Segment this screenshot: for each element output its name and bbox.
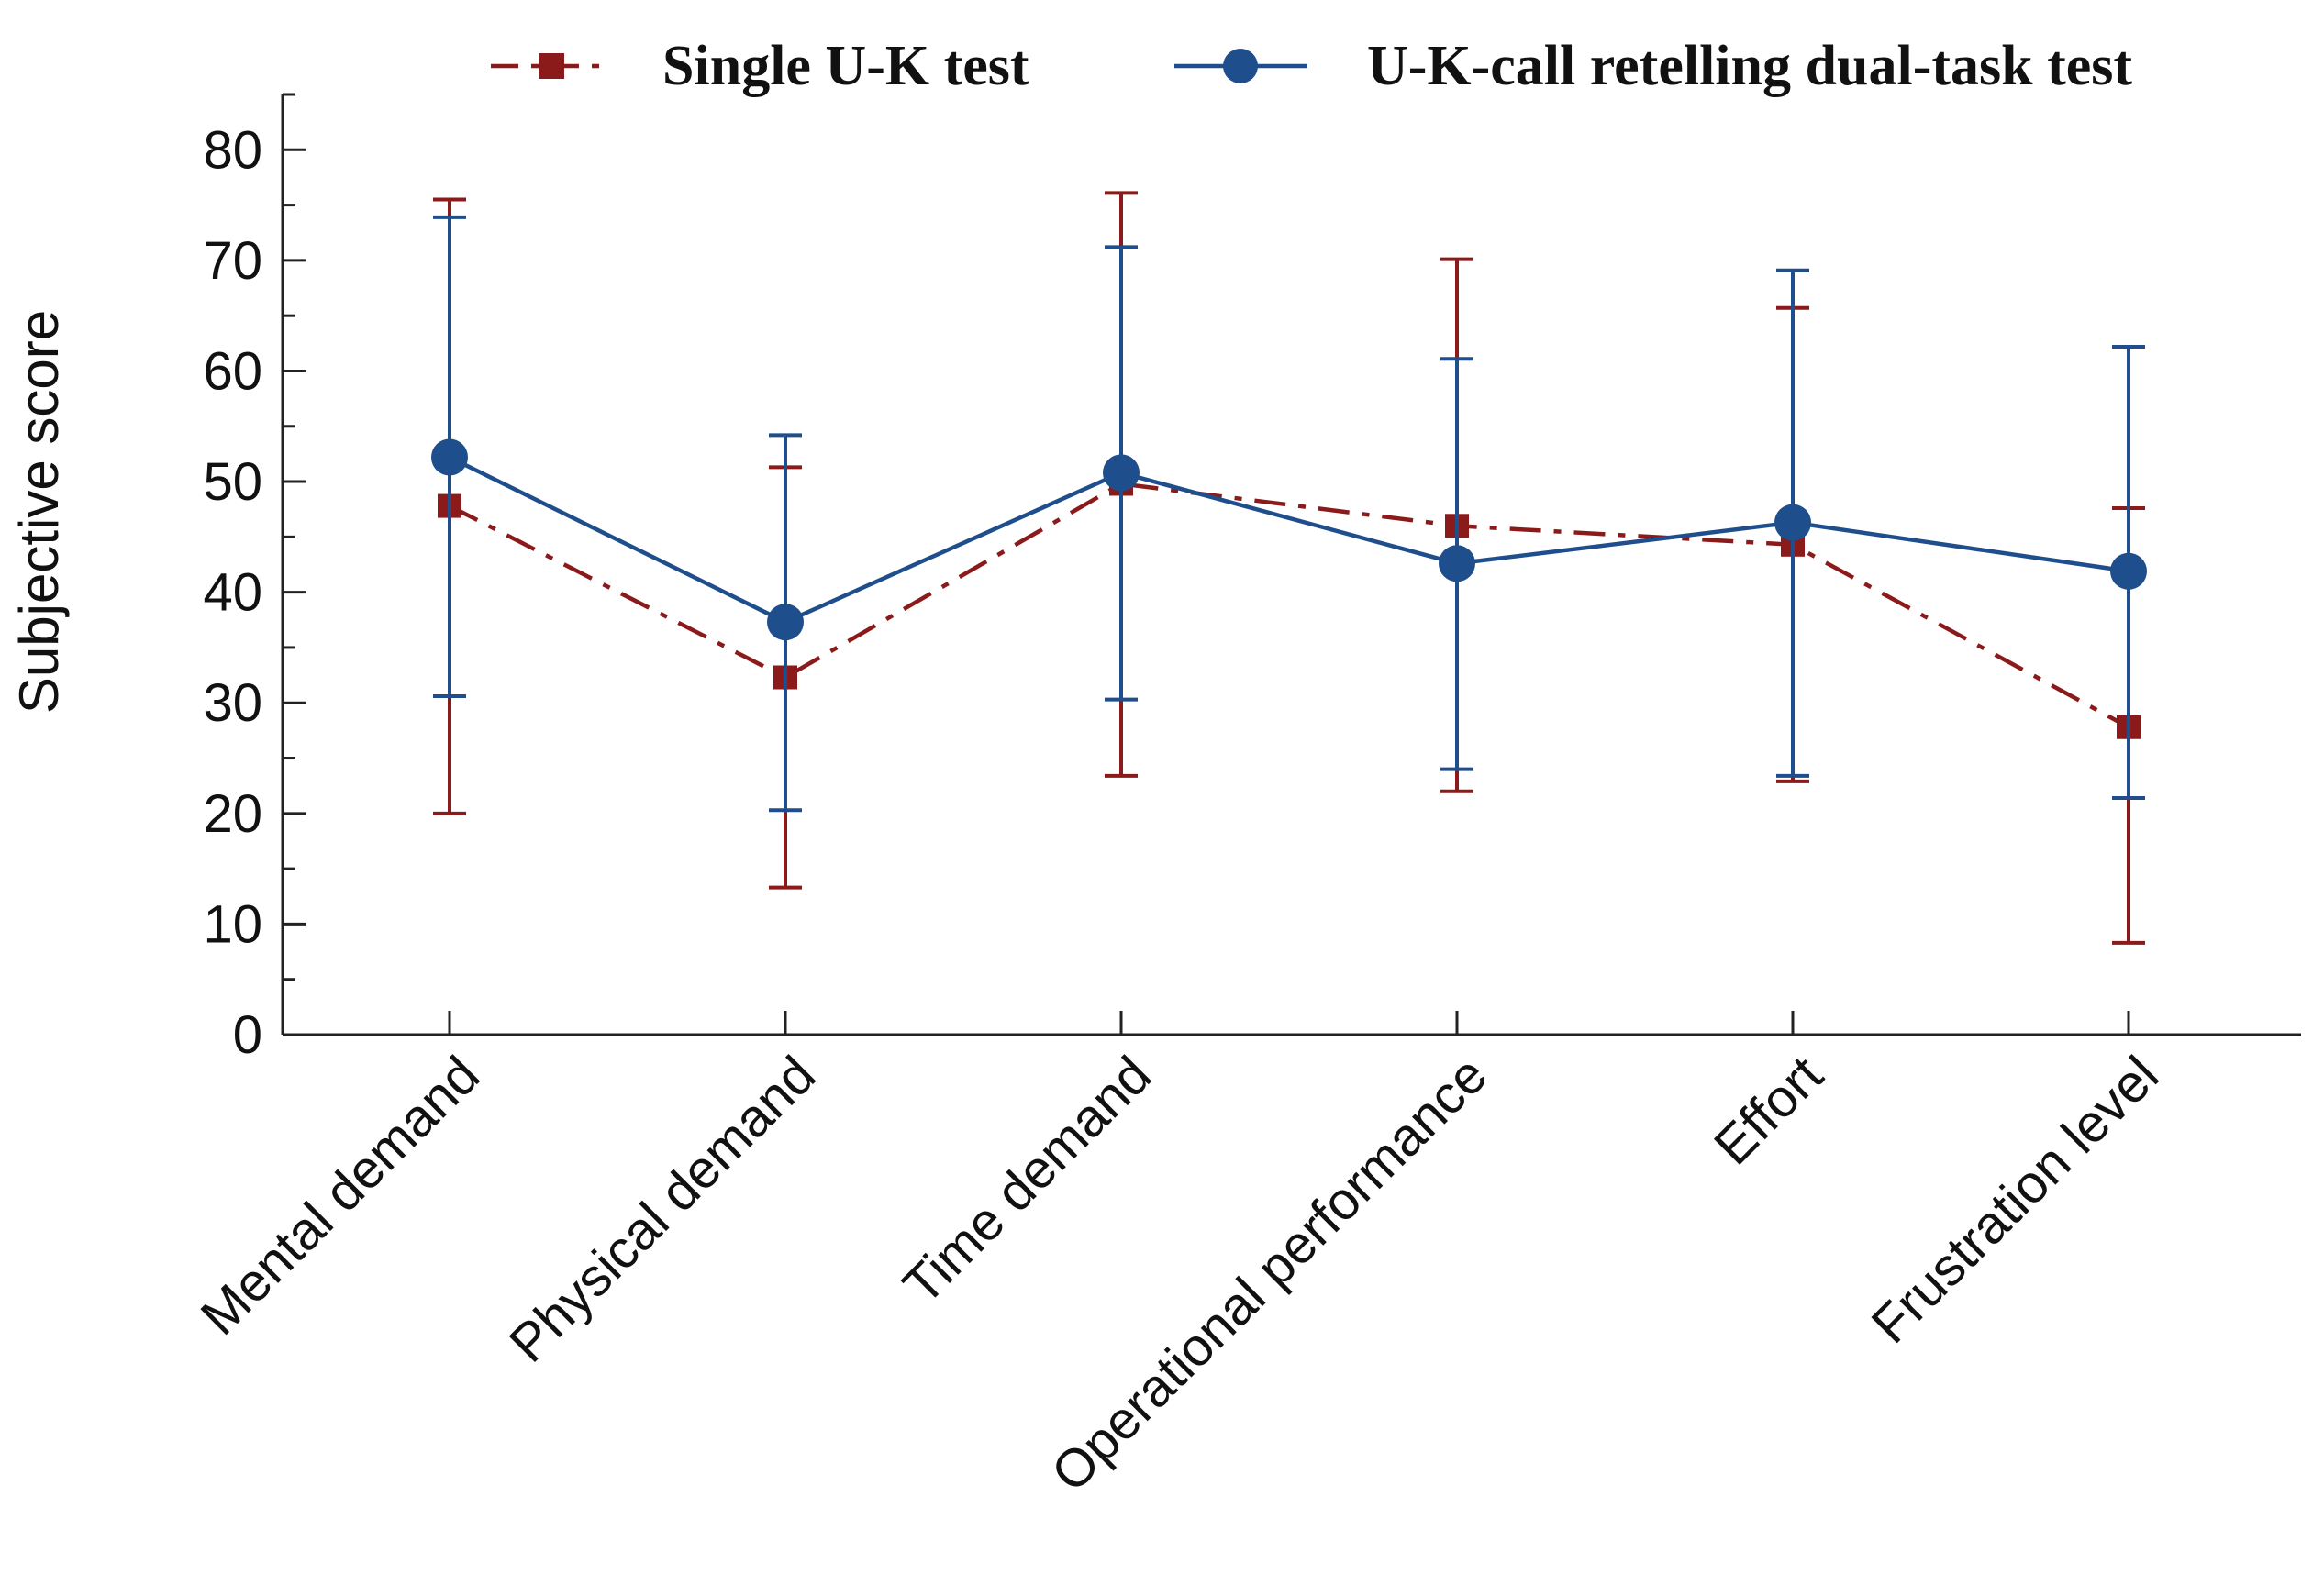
legend-label-dual: U-K-call retelling dual-task test [1367, 35, 2132, 97]
series-dual-task-test [431, 215, 2147, 813]
legend: Single U-K test U-K-call retelling dual-t… [491, 35, 2132, 97]
data-point-circle [2110, 552, 2147, 590]
x-tick-label: Mental demand [190, 1045, 492, 1347]
axes-layer [281, 93, 2301, 1036]
legend-marker-dual [1223, 49, 1258, 83]
y-tick-label: 70 [203, 231, 262, 291]
x-tick-label: Effort [1703, 1045, 1834, 1176]
series-line [449, 455, 2129, 625]
y-tick-label: 0 [233, 1005, 262, 1065]
legend-label-single: Single U-K test [662, 35, 1029, 97]
data-point-circle [767, 604, 804, 641]
data-point-circle [1103, 454, 1140, 492]
x-tick-label: Frustration level [1860, 1045, 2170, 1355]
y-tick-label: 20 [203, 784, 262, 844]
y-tick-label: 60 [203, 341, 262, 401]
series-single-uk-test [433, 191, 2145, 945]
y-tick-label: 40 [203, 563, 262, 623]
legend-marker-single [539, 53, 564, 79]
series-layer [431, 191, 2147, 945]
y-tick-label: 80 [203, 120, 262, 180]
x-tick-label: Physical demand [498, 1045, 827, 1373]
labels-layer: 0 10 20 30 40 50 60 70 80 Mental demand Physical d… [190, 120, 2171, 1503]
y-tick-label: 50 [203, 452, 262, 512]
data-point-circle [1439, 545, 1475, 582]
data-point-circle [431, 438, 468, 476]
y-axis-label: Subjective score [8, 310, 70, 714]
data-point-circle [1774, 504, 1811, 541]
x-tick-label: Time demand [892, 1045, 1162, 1315]
y-tick-label: 30 [203, 673, 262, 733]
y-tick-label: 10 [203, 894, 262, 954]
series-line [448, 482, 2130, 729]
